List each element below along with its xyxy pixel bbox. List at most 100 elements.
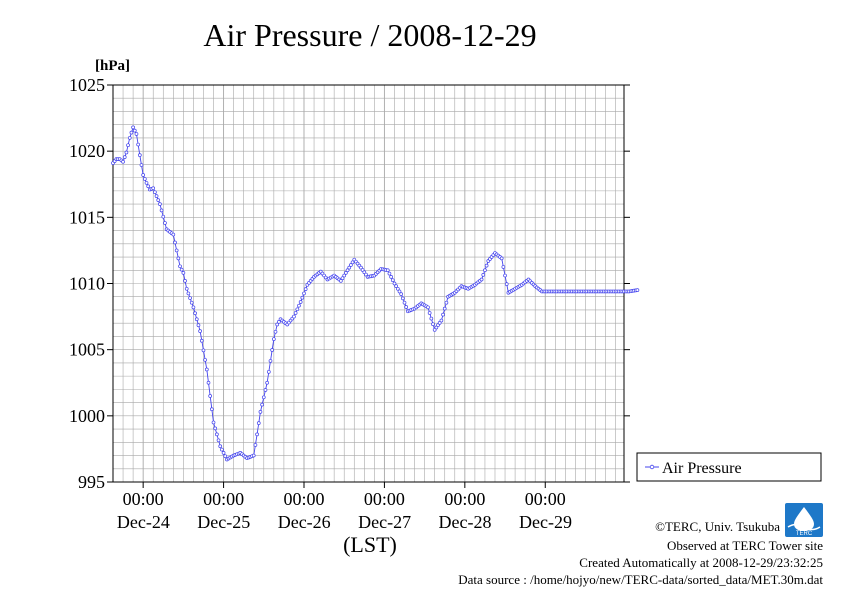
data-point [275, 322, 280, 327]
data-point [184, 286, 189, 291]
data-point [394, 284, 398, 288]
data-point [126, 143, 130, 148]
data-point [181, 271, 186, 275]
data-point [194, 317, 199, 322]
data-point [218, 444, 223, 449]
data-point [139, 163, 144, 167]
x-tick-date-label: Dec-27 [358, 512, 411, 532]
data-point [277, 320, 281, 324]
data-point [499, 256, 504, 261]
data-point [141, 173, 146, 177]
data-point [265, 380, 269, 385]
data-point [255, 432, 259, 437]
data-point [479, 277, 484, 282]
data-point [402, 300, 407, 305]
data-point [201, 348, 206, 353]
data-point [146, 184, 151, 189]
data-point [292, 314, 296, 319]
data-point [302, 291, 306, 296]
data-point [131, 125, 135, 130]
data-point [136, 142, 140, 147]
data-point [121, 159, 125, 164]
data-point [347, 265, 352, 270]
data-point [132, 128, 137, 133]
y-tick-label: 1005 [69, 340, 105, 360]
data-point [253, 443, 258, 447]
data-point [387, 271, 392, 276]
data-point [345, 268, 350, 273]
footer-created: Created Automatically at 2008-12-29/23:3… [579, 555, 823, 570]
data-point [183, 279, 187, 283]
data-point [389, 275, 393, 279]
data-point [258, 410, 263, 414]
data-point [122, 155, 127, 159]
data-point [198, 329, 202, 333]
terc-logo: TERC [785, 503, 823, 537]
data-point [210, 407, 214, 412]
data-point [176, 256, 181, 261]
data-point [196, 323, 201, 328]
data-point [215, 432, 219, 437]
data-point [134, 132, 139, 136]
data-point [273, 329, 278, 334]
legend-marker [649, 464, 655, 470]
data-point [251, 453, 256, 458]
y-tick-label: 1025 [69, 75, 105, 95]
data-point [263, 388, 268, 392]
data-point [401, 296, 405, 301]
y-tick-label: 1020 [69, 141, 105, 161]
data-point [127, 136, 132, 140]
data-point [151, 186, 156, 191]
data-point [208, 394, 213, 398]
footer-source: Data source : /home/hojyo/new/TERC-data/… [458, 572, 823, 587]
data-point [385, 268, 390, 273]
data-point [144, 181, 149, 185]
data-point [399, 292, 404, 296]
data-point [426, 305, 430, 310]
data-point [142, 177, 147, 181]
legend-box [636, 452, 822, 482]
data-point [188, 296, 192, 300]
data-point [501, 265, 506, 269]
x-tick-time-label: 00:00 [203, 489, 244, 509]
x-tick-time-label: 00:00 [525, 489, 566, 509]
data-point [223, 454, 228, 459]
data-point [441, 312, 445, 317]
data-point [392, 281, 397, 286]
data-point [178, 264, 182, 269]
data-point [193, 311, 197, 316]
x-tick-date-label: Dec-29 [519, 512, 572, 532]
data-point [439, 318, 444, 323]
data-point [154, 194, 159, 199]
y-tick-label: 995 [78, 472, 105, 492]
x-tick-date-label: Dec-25 [197, 512, 250, 532]
data-point [429, 316, 434, 321]
data-point [339, 279, 343, 283]
data-point [260, 402, 264, 407]
data-point [189, 300, 194, 305]
data-point [137, 153, 142, 157]
x-tick-date-label: Dec-28 [439, 512, 492, 532]
data-point [271, 337, 276, 341]
data-point [158, 202, 162, 206]
x-tick-date-label: Dec-24 [117, 512, 170, 532]
x-tick-time-label: 00:00 [123, 489, 164, 509]
data-point [344, 271, 348, 275]
legend-label: Air Pressure [662, 460, 742, 477]
x-tick-time-label: 00:00 [283, 489, 324, 509]
data-point [171, 232, 176, 237]
data-point [206, 380, 211, 385]
data-point [173, 240, 177, 245]
data-point [124, 150, 129, 155]
data-point [350, 260, 355, 265]
data-point [340, 276, 345, 281]
y-tick-label: 1015 [69, 207, 105, 227]
series-air-pressure [111, 125, 640, 462]
data-point [213, 426, 218, 431]
data-point [204, 367, 209, 372]
data-point [397, 289, 402, 294]
chart-title: Air Pressure / 2008-12-29 [203, 17, 536, 53]
data-point [503, 273, 507, 278]
wave-icon [787, 523, 821, 531]
